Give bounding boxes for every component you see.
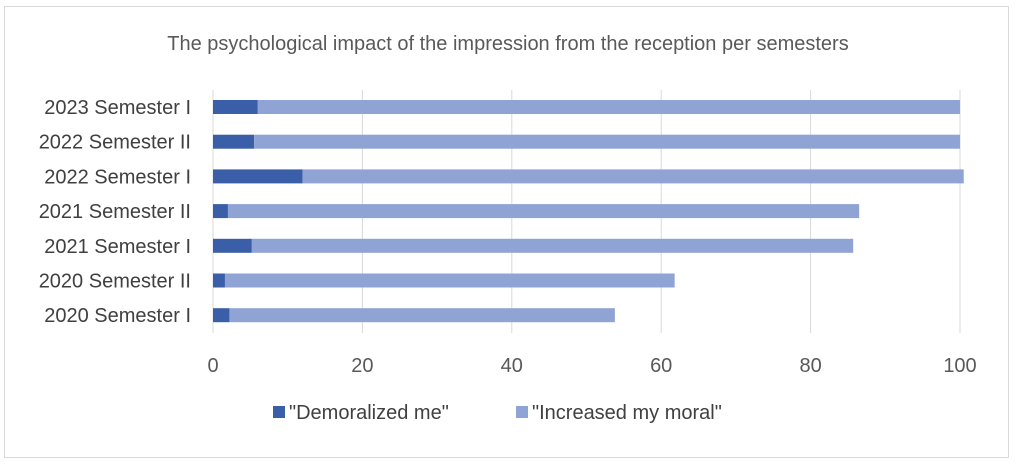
category-label: 2022 Semester II [39, 132, 191, 154]
bar-segment-series-1 [229, 308, 615, 323]
category-label: 2022 Semester I [44, 166, 191, 188]
x-tick-label: 100 [943, 355, 976, 377]
bars [213, 100, 964, 323]
legend-label: "Demoralized me" [289, 402, 449, 424]
legend-swatch [273, 406, 285, 418]
bar-segment-series-1 [224, 273, 675, 288]
x-tick-label: 20 [351, 355, 373, 377]
x-tick-label: 40 [501, 355, 523, 377]
bar-segment-series-0 [213, 273, 225, 288]
bar-segment-series-0 [213, 169, 303, 184]
category-label: 2023 Semester I [44, 97, 191, 119]
bar-segment-series-0 [213, 134, 255, 149]
category-label: 2020 Semester I [44, 305, 191, 327]
x-tick-label: 0 [207, 355, 218, 377]
legend-swatch [516, 406, 528, 418]
bar-segment-series-0 [213, 238, 252, 253]
category-label: 2021 Semester II [39, 201, 191, 223]
x-tick-label: 60 [650, 355, 672, 377]
bar-segment-series-1 [254, 134, 960, 149]
bar-segment-series-0 [213, 204, 228, 219]
bar-segment-series-1 [302, 169, 964, 184]
category-labels: 2023 Semester I 2022 Semester II 2022 Seme… [39, 97, 191, 327]
chart-title: The psychological impact of the impressi… [167, 33, 848, 55]
x-tick-labels: 0 20 40 60 80 100 [207, 355, 976, 377]
bar-segment-series-1 [251, 238, 854, 253]
bar-segment-series-0 [213, 100, 258, 114]
chart-frame [4, 6, 1009, 458]
bar-segment-series-1 [257, 100, 960, 114]
bar-segment-series-0 [213, 308, 230, 323]
legend: "Demoralized me" "Increased my moral" [273, 402, 722, 424]
x-tick-label: 80 [799, 355, 821, 377]
category-label: 2021 Semester I [44, 236, 191, 258]
bar-segment-series-1 [227, 204, 860, 219]
category-label: 2020 Semester II [39, 271, 191, 293]
legend-label: "Increased my moral" [532, 402, 722, 424]
